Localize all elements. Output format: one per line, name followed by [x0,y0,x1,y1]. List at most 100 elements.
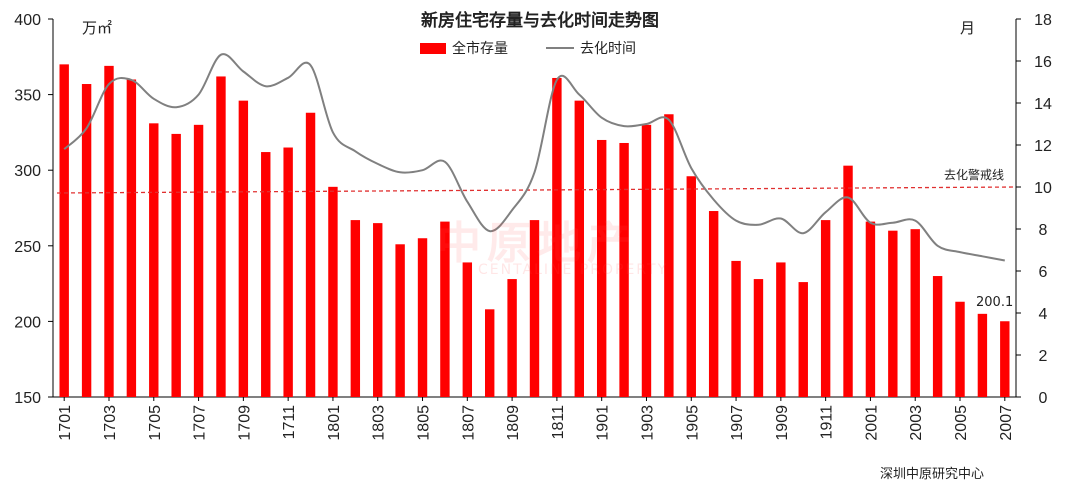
right-tick-label: 10 [1034,180,1052,197]
bar-1804 [395,244,405,397]
warning-line [56,186,1017,194]
legend-line-swatch [546,47,574,49]
bar-2006 [977,313,988,397]
legend: 全市存量 去化时间 [420,38,636,58]
bar-1803 [373,223,383,397]
x-tick-label: 1803 [371,405,388,441]
bar-1903 [641,124,652,397]
bar-1708 [216,76,226,398]
bar-1705 [149,123,159,397]
bar-2005 [955,301,965,397]
bar-1904 [664,114,674,398]
line-turnover-time [63,53,1005,262]
bar-1809 [507,279,517,397]
bar-1902 [619,142,629,397]
bar-2001 [865,221,876,397]
bar-1805 [417,238,428,397]
bar-1710 [261,152,271,397]
x-tick-label: 1801 [326,405,343,441]
bar-1712 [305,112,316,397]
bar-1811 [552,77,562,397]
left-tick-label: 200 [14,314,41,331]
right-tick-label: 4 [1039,306,1048,323]
bar-2007 [1000,321,1010,397]
bar-1808 [485,309,495,397]
x-tick-label: 1811 [550,405,567,440]
x-tick-label: 2005 [953,405,970,441]
bar-1806 [440,221,450,397]
bar-1702 [81,84,92,398]
x-tick-label: 1805 [416,405,433,441]
x-tick-label: 1901 [595,405,612,441]
bar-1908 [753,279,764,397]
x-tick-label: 1903 [639,405,656,441]
bar-2003 [910,229,920,397]
left-tick-label: 350 [14,88,41,105]
left-tick-label: 300 [14,163,41,180]
bar-1704 [126,79,137,397]
bar-1807 [462,262,473,397]
x-tick-label: 1909 [774,405,791,441]
x-tick-label: 2007 [998,405,1015,441]
x-tick-label: 1711 [281,405,298,440]
source-note: 深圳中原研究中心 [880,467,985,482]
right-tick-label: 16 [1034,54,1052,71]
left-axis-unit: 万㎡ [82,19,113,37]
left-tick-label: 250 [14,239,41,256]
right-tick-label: 12 [1034,138,1052,155]
x-tick-label: 1911 [819,405,836,440]
bar-1706 [171,133,181,398]
bar-1810 [529,220,540,397]
right-tick-label: 8 [1039,222,1048,239]
left-tick-label: 400 [14,12,41,29]
right-axis-unit: 月 [960,19,976,37]
bar-1701 [59,64,69,398]
x-tick-label: 1707 [192,405,209,441]
bar-2004 [932,276,943,397]
last-value-label: 200.1 [976,295,1014,310]
bar-1707 [193,124,204,397]
bar-1703 [104,65,114,397]
bar-1912 [843,165,853,397]
x-tick-label: 1703 [102,405,119,441]
x-tick-label: 1705 [147,405,164,441]
right-tick-label: 2 [1039,348,1048,365]
bar-2002 [888,230,898,397]
x-tick-label: 1807 [460,405,477,441]
x-tick-label: 2003 [908,405,925,441]
bar-series [59,64,1010,398]
bar-1907 [731,260,741,397]
tick-labels: 400 350 300 250 200 150 18 16 14 12 10 8 6 4 2 0 1701 170… [14,12,1052,441]
right-tick-label: 0 [1039,390,1048,407]
bar-1709 [238,100,249,397]
bar-1901 [596,139,607,397]
right-tick-label: 18 [1034,12,1052,29]
bar-1812 [574,100,584,397]
left-tick-label: 150 [14,390,41,407]
bar-1906 [708,211,719,397]
warning-line-label: 去化警戒线 [944,168,1005,182]
bar-1711 [283,147,293,397]
chart-title: 新房住宅存量与去化时间走势图 [421,11,659,31]
x-tick-label: 1709 [236,405,253,441]
right-tick-label: 6 [1039,264,1048,281]
legend-bar-label: 全市存量 [452,41,508,57]
x-tick-label: 1701 [57,405,74,441]
x-tick-label: 1905 [684,405,701,441]
bar-1909 [776,262,786,397]
bar-1905 [686,176,696,397]
bar-1910 [798,282,808,397]
bar-1911 [820,220,831,397]
x-tick-label: 2001 [863,405,880,441]
watermark-sub: CENTALINE PROPERTY [478,262,669,278]
watermark-logo: 中原地产 [437,218,637,269]
right-tick-label: 14 [1034,96,1052,113]
legend-line-label: 去化时间 [580,41,636,57]
x-tick-label: 1809 [505,405,522,441]
bar-1802 [350,220,361,397]
line-series [56,53,1017,262]
legend-bar-swatch [420,42,446,54]
bar-1801 [328,186,338,397]
x-tick-label: 1907 [729,405,746,441]
